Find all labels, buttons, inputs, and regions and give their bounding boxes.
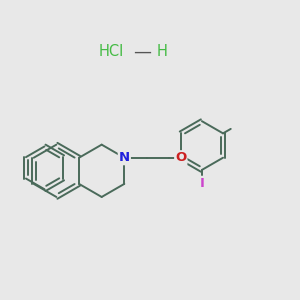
Text: —: — bbox=[134, 43, 152, 61]
Text: I: I bbox=[200, 177, 204, 190]
Text: H: H bbox=[157, 44, 167, 59]
Text: HCl: HCl bbox=[99, 44, 124, 59]
Text: O: O bbox=[175, 151, 186, 164]
Text: N: N bbox=[119, 151, 130, 164]
